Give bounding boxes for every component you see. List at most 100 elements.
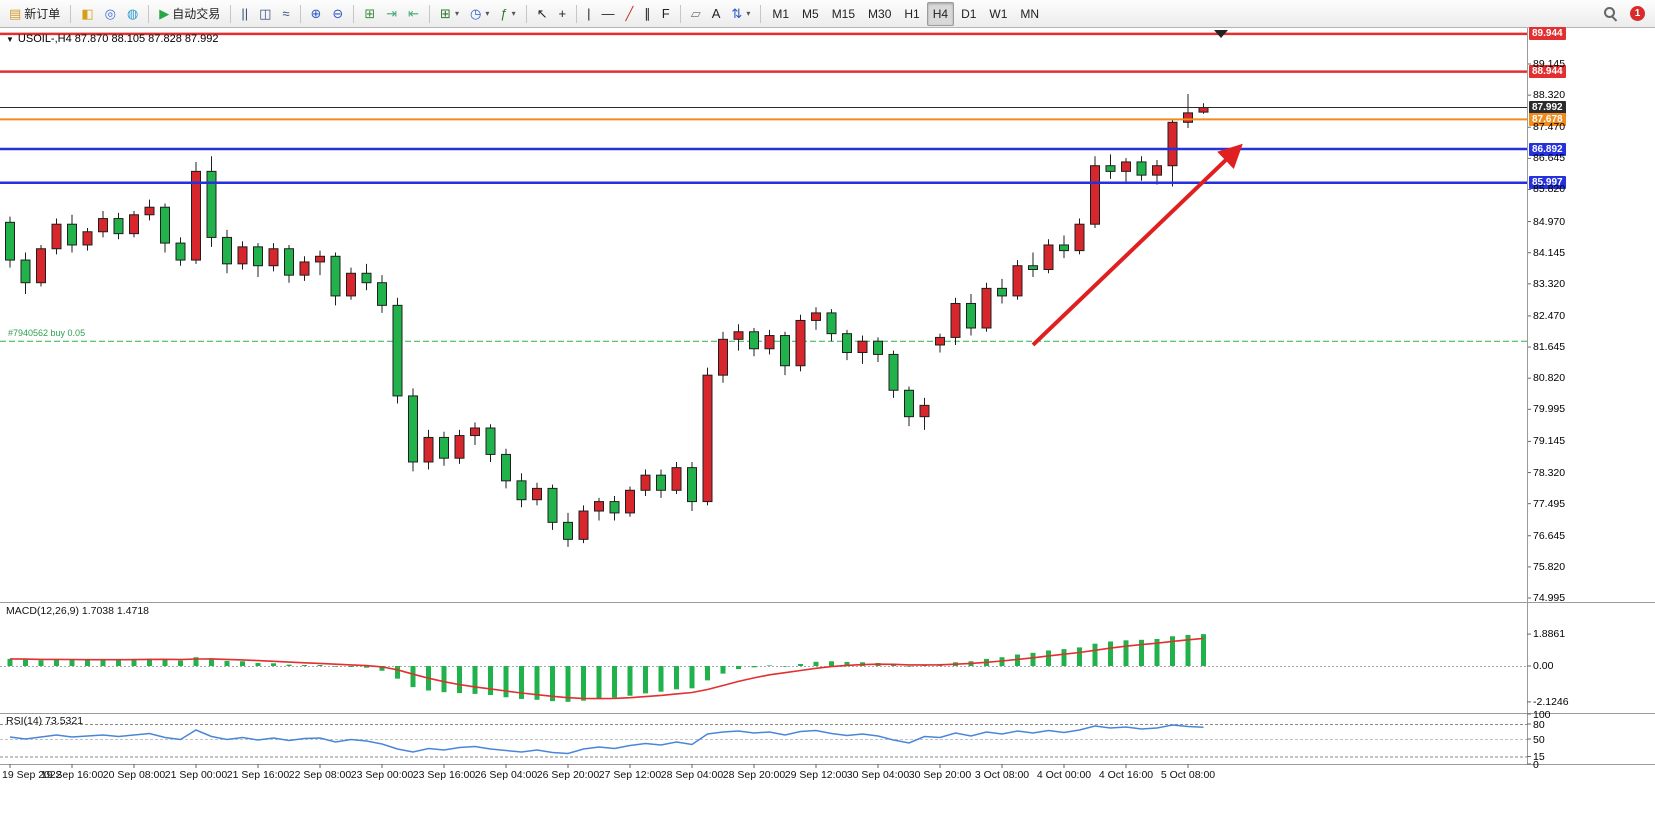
bar-chart-icon: ||: [241, 6, 249, 21]
auto-scroll-button[interactable]: ⇥: [381, 2, 402, 26]
zoom-out-icon: ⊖: [332, 6, 344, 21]
tf-d1-button-label: D1: [961, 6, 977, 21]
search-button[interactable]: [1598, 2, 1623, 26]
tf-mn-button[interactable]: MN: [1014, 2, 1045, 26]
crosshair-button[interactable]: +: [553, 2, 571, 26]
zoom-in-icon: ⊕: [310, 6, 322, 21]
toolbar-separator: [429, 4, 431, 23]
tf-w1-button[interactable]: W1: [983, 2, 1013, 26]
bar-chart-button[interactable]: ||: [236, 2, 253, 26]
dropdown-arrow-icon: ▾: [454, 9, 459, 18]
price-axis-tick: 83.320: [1533, 277, 1566, 290]
trendline-button[interactable]: ╱: [620, 2, 638, 26]
shapes-button[interactable]: ▱: [686, 2, 706, 26]
tile-windows-icon: ⊞: [364, 6, 376, 21]
time-axis-label: 4 Oct 16:00: [1099, 769, 1153, 781]
clock-icon: ◷: [469, 6, 482, 21]
price-axis-tick: 85.820: [1533, 183, 1566, 196]
tile-windows-button[interactable]: ⊞: [359, 2, 380, 26]
toolbar-separator: [576, 4, 578, 23]
trend-arrow[interactable]: [1031, 143, 1243, 347]
navigator-button[interactable]: ◎: [100, 2, 121, 26]
toolbar-separator: [70, 4, 72, 23]
line-chart-icon: ≈: [282, 6, 290, 21]
arrows-button[interactable]: ⇅ ▾: [726, 2, 755, 26]
zoom-out-button[interactable]: ⊖: [327, 2, 348, 26]
text-button[interactable]: A: [707, 2, 726, 26]
price-axis-tick: 75.820: [1533, 560, 1566, 573]
new-order-button[interactable]: ▤ 新订单: [4, 2, 65, 26]
channel-button[interactable]: ∥: [639, 2, 656, 26]
zoom-in-button[interactable]: ⊕: [306, 2, 327, 26]
tf-m15-button[interactable]: M15: [826, 2, 861, 26]
time-axis-label: 22 Sep 08:00: [289, 769, 352, 781]
time-axis-label: 27 Sep 12:00: [599, 769, 662, 781]
price-axis-tick: 84.145: [1533, 246, 1566, 259]
cursor-button[interactable]: ↖: [532, 2, 553, 26]
tf-h4-button[interactable]: H4: [926, 1, 955, 26]
new-chart-icon: ⊞: [440, 6, 451, 21]
price-axis-tick: 76.645: [1533, 529, 1566, 542]
candles-layer: [5, 94, 1209, 547]
autotrading-button[interactable]: ▶ 自动交易: [154, 2, 225, 26]
crosshair-icon: +: [558, 6, 567, 21]
dropdown-arrow-icon: ▾: [746, 9, 751, 18]
price-axis-tick: 77.495: [1533, 497, 1566, 510]
chart-shift-button[interactable]: ⇤: [403, 2, 424, 26]
arrow-symbols-icon: ⇅: [731, 6, 743, 21]
market-watch-icon: ◧: [81, 6, 94, 21]
time-axis-label: 30 Sep 04:00: [847, 769, 910, 781]
tf-m5-button[interactable]: M5: [796, 2, 825, 26]
macd-axis-tick: 0.00: [1533, 660, 1554, 672]
macd-axis-tick: 1.8861: [1533, 628, 1566, 641]
toolbar-separator: [148, 4, 150, 23]
rsi-axis-tick: 0: [1533, 758, 1539, 771]
toolbar-separator: [299, 4, 301, 23]
rsi-line: [9, 724, 1204, 755]
tf-m30-button[interactable]: M30: [862, 2, 897, 26]
tf-m1-button[interactable]: M1: [766, 2, 795, 26]
dropdown-arrow-icon: ▾: [511, 9, 516, 18]
time-axis-label: 30 Sep 20:00: [909, 769, 972, 781]
tf-h1-button-label: H1: [904, 6, 920, 21]
price-axis-tick: 80.820: [1533, 372, 1566, 385]
price-axis-tick: 79.995: [1533, 403, 1566, 416]
indicators-icon: ƒ: [500, 6, 508, 21]
toolbar-separator: [760, 4, 762, 23]
rsi-axis-tick: 50: [1533, 733, 1545, 746]
price-axis-tick: 78.320: [1533, 466, 1566, 479]
tf-h1-button[interactable]: H1: [898, 2, 925, 26]
horizontal-line-button[interactable]: —: [596, 2, 619, 26]
vertical-line-button[interactable]: |: [582, 2, 595, 26]
chart-shift-marker-icon[interactable]: [1214, 30, 1228, 38]
terminal-button[interactable]: ◍: [122, 2, 143, 26]
chart-area[interactable]: 19 Sep 2022 19 Sep 16:00 20 Sep 08:00 21 Se…: [0, 27, 1655, 828]
new-order-icon: ▤: [9, 6, 22, 21]
periods-button[interactable]: ◷ ▾: [465, 2, 494, 26]
ohlc-collapse-icon[interactable]: ▼: [6, 34, 14, 44]
time-axis-label: 5 Oct 08:00: [1161, 769, 1215, 781]
toolbar-separator: [230, 4, 232, 23]
time-axis-label: 26 Sep 04:00: [475, 769, 538, 781]
indicators-button[interactable]: ƒ ▾: [495, 2, 520, 26]
tf-m1-button-label: M1: [772, 6, 790, 21]
resistance-line-label: 89.944: [1529, 27, 1566, 41]
market-watch-button[interactable]: ◧: [76, 2, 98, 26]
rsi-axis-tick: 100: [1533, 708, 1551, 721]
trendline-icon: ╱: [625, 6, 634, 21]
new-chart-button[interactable]: ⊞ ▾: [435, 2, 464, 26]
price-axis-tick: 74.995: [1533, 592, 1566, 605]
notifications-badge[interactable]: 1: [1630, 6, 1645, 21]
tf-d1-button[interactable]: D1: [955, 2, 982, 26]
line-chart-button[interactable]: ≈: [277, 2, 294, 26]
rsi-axis-tick: 80: [1533, 718, 1545, 731]
candlestick-button[interactable]: ◫: [254, 2, 276, 26]
tf-h4-button-label: H4: [932, 6, 949, 21]
time-axis-label: 3 Oct 08:00: [975, 769, 1029, 781]
time-axis-label: 28 Sep 04:00: [661, 769, 724, 781]
time-axis-label: 19 Sep 16:00: [41, 769, 104, 781]
fibonacci-button[interactable]: F: [657, 2, 675, 26]
price-axis-tick: 88.320: [1533, 89, 1566, 102]
